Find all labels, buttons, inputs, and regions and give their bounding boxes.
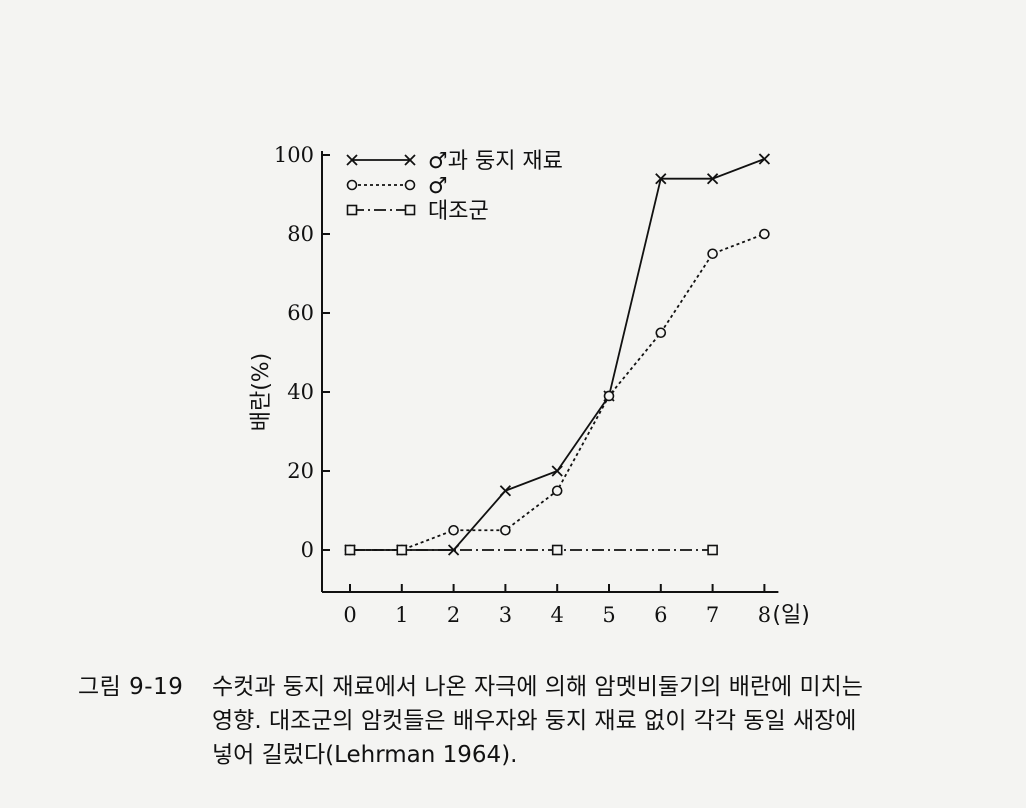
legend-marker-3 — [346, 204, 358, 216]
data-point-series-1 — [499, 485, 512, 497]
x-tick-label: 4 — [551, 603, 564, 627]
caption-label: 그림 9-19 — [78, 674, 184, 700]
data-point-series-2 — [759, 228, 770, 240]
y-tick-label: 20 — [287, 459, 314, 483]
x-tick-label: 0 — [343, 603, 356, 627]
data-point-series-2 — [448, 524, 459, 536]
y-tick-label: 80 — [287, 222, 314, 246]
x-tick-label: 6 — [654, 603, 667, 627]
y-axis-label: 배란(%) — [249, 353, 274, 432]
y-tick-label: 100 — [274, 143, 314, 167]
x-tick-label: 1 — [395, 603, 408, 627]
x-tick-label: 8 — [758, 603, 771, 627]
data-point-series-1 — [758, 153, 771, 165]
caption-text: 수컷과 둥지 재료에서 나온 자극에 의해 암멧비둘기의 배란에 미치는 영향.… — [212, 670, 992, 772]
legend-label-2: ♂ — [428, 174, 448, 199]
x-tick-label: 7 — [706, 603, 719, 627]
caption-line-3: 넣어 길렀다(Lehrman 1964). — [212, 742, 518, 768]
data-point-series-3 — [396, 544, 408, 556]
legend-marker-2 — [346, 179, 358, 191]
data-point-series-1 — [551, 465, 563, 477]
legend-marker-3 — [404, 204, 416, 216]
data-point-series-2 — [655, 327, 667, 339]
caption-line-1: 수컷과 둥지 재료에서 나온 자극에 의해 암멧비둘기의 배란에 미치는 — [212, 674, 863, 700]
y-tick-label: 60 — [287, 301, 314, 325]
data-point-series-2 — [603, 390, 615, 402]
y-tick-label: 0 — [301, 538, 314, 562]
data-point-series-2 — [707, 248, 718, 260]
legend-label-1: ♂과 둥지 재료 — [428, 149, 563, 174]
caption-line-2: 영향. 대조군의 암컷들은 배우자와 둥지 재료 없이 각각 동일 새장에 — [212, 708, 857, 734]
x-tick-label: 2 — [447, 603, 460, 627]
y-tick-label: 40 — [287, 380, 314, 404]
data-point-series-3 — [551, 544, 563, 556]
legend-marker-2 — [404, 179, 416, 191]
data-point-series-1 — [655, 173, 667, 185]
data-point-series-2 — [500, 524, 511, 536]
data-point-series-1 — [447, 544, 460, 556]
legend-marker-1 — [346, 154, 358, 166]
x-tick-label: 5 — [602, 603, 615, 627]
data-point-series-3 — [344, 544, 356, 556]
data-point-series-3 — [707, 544, 718, 556]
x-tick-label: 3 — [499, 603, 512, 627]
x-axis-unit: (일) — [772, 603, 809, 628]
legend-label-3: 대조군 — [428, 199, 489, 224]
line-chart: 0 20 40 60 80 100 0 1 2 3 4 5 6 7 8 (일) 배란(%) ♂과 둥지 재료♂대조… — [249, 143, 810, 628]
legend-marker-1 — [404, 154, 416, 166]
data-point-series-1 — [706, 173, 719, 185]
series-line-2 — [350, 233, 765, 551]
data-point-series-2 — [551, 485, 563, 497]
